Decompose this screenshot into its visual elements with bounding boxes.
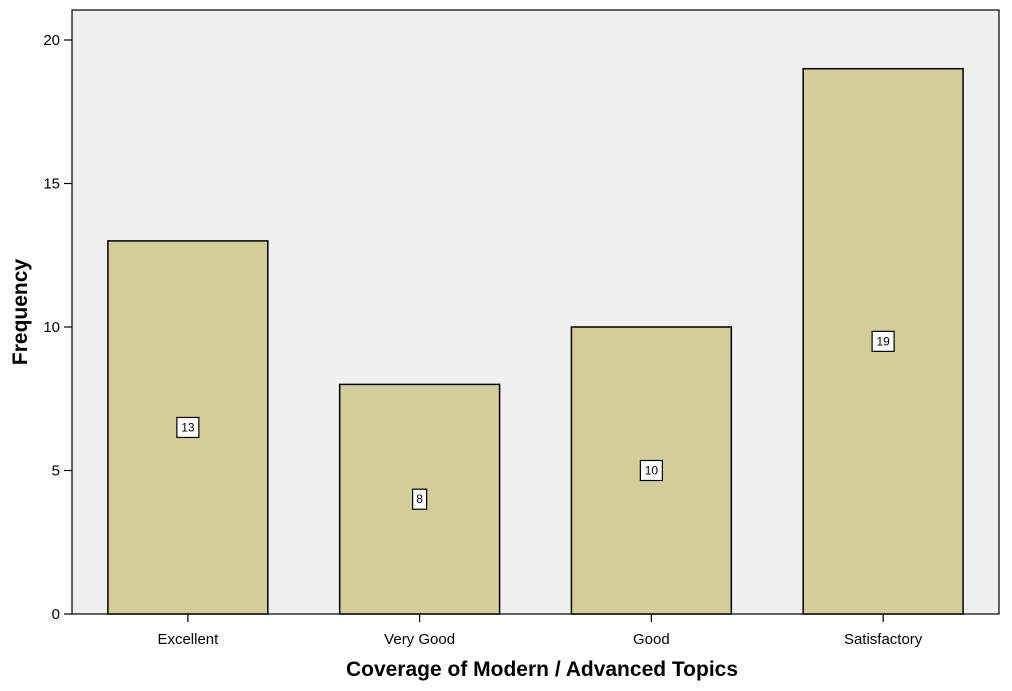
y-axis-title: Frequency bbox=[9, 259, 32, 366]
y-axis: 0 5 10 15 20 bbox=[43, 32, 72, 623]
x-tick-label: Satisfactory bbox=[844, 631, 923, 648]
y-tick-label: 0 bbox=[52, 606, 60, 623]
data-label-box bbox=[871, 330, 895, 352]
y-tick-label: 15 bbox=[43, 176, 60, 193]
x-tick-label: Very Good bbox=[384, 631, 455, 648]
x-tick-label: Excellent bbox=[157, 631, 219, 648]
data-label-box bbox=[412, 488, 428, 510]
data-label-box bbox=[176, 416, 200, 439]
data-label: 19 bbox=[876, 334, 890, 348]
x-tick-label: Good bbox=[633, 631, 670, 648]
data-label-box bbox=[639, 459, 663, 482]
bars-group: 13 8 10 19 bbox=[107, 67, 964, 615]
x-axis: Excellent Very Good Good Satisfactory bbox=[157, 614, 923, 648]
y-tick-label: 20 bbox=[43, 32, 60, 49]
y-tick-label: 5 bbox=[52, 463, 60, 480]
data-label: 8 bbox=[416, 492, 423, 506]
x-axis-title: Coverage of Modern / Advanced Topics bbox=[346, 658, 738, 681]
data-label: 13 bbox=[181, 420, 195, 434]
y-tick-label: 10 bbox=[43, 319, 60, 336]
data-label: 10 bbox=[645, 464, 659, 478]
